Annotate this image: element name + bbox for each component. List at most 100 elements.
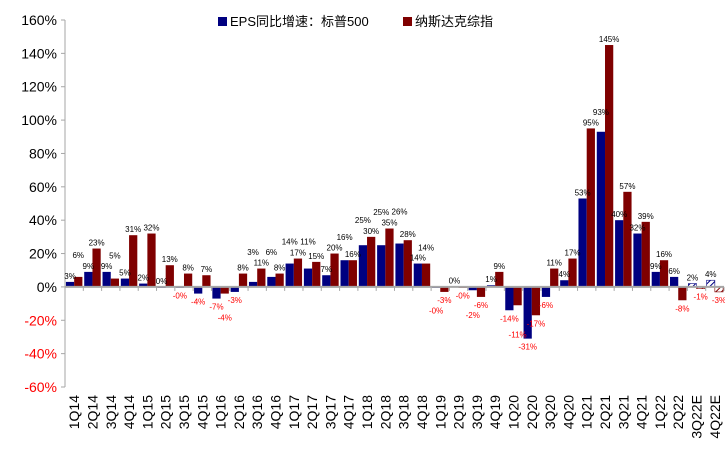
x-tick-label: 2Q14 xyxy=(84,395,100,429)
data-label-nasdaq-1Q18: 30% xyxy=(363,227,379,236)
data-label-nasdaq-2Q15: 13% xyxy=(162,255,178,264)
bar-sp500-1Q20 xyxy=(505,286,514,311)
x-tick-label: 2Q15 xyxy=(158,395,174,429)
bar-sp500-3Q21 xyxy=(615,220,624,287)
data-label-nasdaq-4Q20: 17% xyxy=(565,249,581,258)
bar-sp500-2Q18 xyxy=(377,245,386,287)
data-label-sp500-4Q16: 6% xyxy=(266,248,278,257)
x-tick-label: 3Q19 xyxy=(469,395,485,429)
x-tick-label: 4Q20 xyxy=(560,395,576,429)
bar-nasdaq-1Q19 xyxy=(440,286,449,292)
x-tick-label: 2Q18 xyxy=(377,395,393,429)
x-tick-label: 2Q17 xyxy=(304,395,320,429)
data-label-sp500-2Q18: 25% xyxy=(373,208,389,217)
data-label-nasdaq-4Q18: 14% xyxy=(418,244,434,253)
x-tick-label: 1Q22 xyxy=(652,395,668,429)
bar-sp500-4Q20 xyxy=(560,280,569,287)
data-label-nasdaq-1Q17: 17% xyxy=(290,249,306,258)
x-tick-label: 3Q16 xyxy=(249,395,265,429)
x-tick-label: 4Q17 xyxy=(341,395,357,429)
x-tick-label: 4Q14 xyxy=(121,395,137,429)
bar-nasdaq-4Q21 xyxy=(641,221,650,287)
bar-sp500-2Q20 xyxy=(523,286,532,339)
x-tick-labels: 1Q14 2Q14 3Q14 4Q14 1Q15 2Q15 3Q15 4Q15 1Q16 2Q16… xyxy=(66,395,723,439)
data-label-sp500-3Q20: -6% xyxy=(539,301,553,310)
bar-nasdaq-1Q22 xyxy=(659,260,669,287)
data-label-sp500-3Q21: 40% xyxy=(611,210,627,219)
bar-sp500-2Q17 xyxy=(303,268,313,287)
data-label-sp500-4Q14: 5% xyxy=(119,269,131,278)
x-tick-label: 3Q15 xyxy=(176,395,192,429)
y-tick-label: 20% xyxy=(29,246,57,262)
bar-sp500-2Q16 xyxy=(230,286,239,292)
bar-nasdaq-4Q16 xyxy=(275,273,284,287)
data-label-nasdaq-2Q21: 145% xyxy=(599,35,619,44)
bar-sp500-4Q15 xyxy=(194,286,203,294)
bar-nasdaq-3Q18 xyxy=(403,240,412,287)
y-tick-label: 140% xyxy=(21,45,57,61)
x-tick-label: 1Q16 xyxy=(213,395,229,429)
bar-sp500-4Q17 xyxy=(340,260,349,287)
x-tick-label: 4Q18 xyxy=(414,395,430,429)
bar-sp500-2Q22 xyxy=(669,276,679,287)
bar-nasdaq-1Q14 xyxy=(74,276,83,287)
data-label-nasdaq-2Q20: -17% xyxy=(527,319,546,328)
x-tick-label: 2Q19 xyxy=(451,395,467,429)
bar-nasdaq-4Q18 xyxy=(421,263,431,287)
data-label-sp500-2Q21: 93% xyxy=(593,108,609,117)
y-tick-label: 80% xyxy=(29,145,57,161)
bar-sp500-2Q14 xyxy=(84,271,93,287)
data-label-sp500-2Q20: -31% xyxy=(518,343,537,352)
data-label-sp500-3Q18: 26% xyxy=(392,208,408,217)
bar-nasdaq-3Q21 xyxy=(623,191,632,287)
data-label-nasdaq-1Q20: -11% xyxy=(509,330,527,339)
data-label-sp500-2Q22: 6% xyxy=(668,267,680,276)
data-label-sp500-1Q18: 25% xyxy=(355,216,371,225)
data-label-sp500-3Q17: 7% xyxy=(321,265,333,274)
bar-sp500-1Q15 xyxy=(139,283,148,287)
bar-sp500-4Q21 xyxy=(633,233,642,287)
x-tick-label: 1Q20 xyxy=(505,395,521,429)
y-tick-label: 160% xyxy=(21,12,57,28)
data-label-nasdaq-2Q18: 35% xyxy=(381,219,397,228)
y-axis: -60% -40% -20% 0% 20% 40% 60% 80% 100% 120% 140% 16… xyxy=(21,12,66,395)
bar-nasdaq-4Q19 xyxy=(495,271,504,287)
bar-nasdaq-2Q15 xyxy=(165,265,174,287)
bar-nasdaq-1Q20 xyxy=(513,286,522,306)
data-label-sp500-2Q17: 11% xyxy=(300,238,315,247)
data-label-sp500-4Q15: -4% xyxy=(191,298,205,307)
x-tick-label: 1Q14 xyxy=(66,395,82,429)
data-label-nasdaq-4Q22E: -3% xyxy=(712,296,725,305)
bar-nasdaq-2Q14 xyxy=(92,248,101,287)
bar-nasdaq-4Q20 xyxy=(568,258,577,287)
x-tick-label: 4Q19 xyxy=(487,395,503,429)
x-tick-label: 2Q22 xyxy=(670,395,686,429)
bar-sp500-1Q17 xyxy=(285,263,294,287)
bar-sp500-1Q21 xyxy=(578,198,587,287)
x-tick-label: 2Q16 xyxy=(231,395,247,429)
bar-nasdaq-3Q16 xyxy=(257,268,266,287)
legend-swatch-sp500 xyxy=(218,17,227,26)
y-tick-label: -60% xyxy=(24,379,57,395)
data-label-sp500-4Q20: 4% xyxy=(559,270,571,279)
data-label-sp500-2Q15: 0% xyxy=(156,277,168,286)
x-tick-label: 2Q21 xyxy=(597,395,613,429)
bar-nasdaq-2Q21 xyxy=(605,45,614,287)
x-tick-label: 3Q20 xyxy=(542,395,558,429)
data-label-nasdaq-4Q15: 7% xyxy=(201,265,213,274)
data-label-sp500-3Q16: 3% xyxy=(247,248,259,257)
data-label-sp500-2Q14: 9% xyxy=(83,262,95,271)
data-label-nasdaq-4Q21: 39% xyxy=(638,212,654,221)
data-label-nasdaq-3Q17: 20% xyxy=(327,244,343,253)
data-label-sp500-4Q21: 32% xyxy=(629,224,645,233)
data-label-sp500-1Q15: 2% xyxy=(137,274,149,283)
data-label-nasdaq-2Q19: -0% xyxy=(456,292,470,301)
bar-nasdaq-2Q20 xyxy=(531,286,541,316)
bar-sp500-2Q21 xyxy=(596,131,606,287)
data-label-sp500-1Q16: -7% xyxy=(209,303,223,312)
y-tick-label: 40% xyxy=(29,212,57,228)
x-tick-label: 3Q14 xyxy=(103,395,119,429)
x-tick-label: 3Q21 xyxy=(615,395,631,429)
data-label-nasdaq-1Q21: 95% xyxy=(583,118,599,127)
